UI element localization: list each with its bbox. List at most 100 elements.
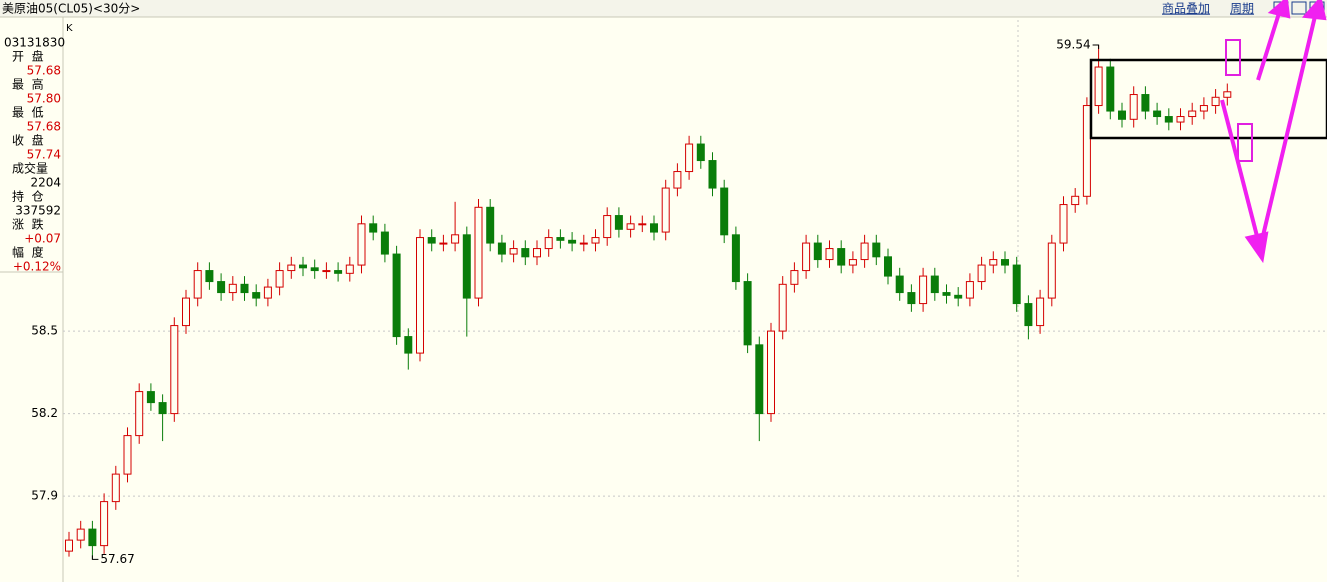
candle-body [123, 435, 132, 475]
candle-body [100, 501, 109, 547]
candle-body [1223, 91, 1232, 98]
y-tick-label: 57.9 [31, 489, 58, 503]
candle-body [310, 267, 319, 272]
candle-body [497, 242, 506, 255]
panel-label: 最 高 [12, 77, 44, 92]
candle-body [1118, 110, 1126, 120]
candle-body [685, 143, 694, 173]
panel-label: 涨 跌 [12, 217, 44, 232]
candle-body [1012, 264, 1021, 305]
candle-body [1094, 66, 1103, 107]
candle-body [182, 297, 190, 327]
candle-body [603, 215, 612, 239]
candle-body [252, 292, 261, 299]
candle-body [88, 528, 97, 547]
top-bar [0, 0, 1327, 17]
panel-value: +0.07 [24, 232, 61, 246]
arrows [1220, 0, 1327, 264]
candle-body [638, 223, 647, 226]
annotations [1089, 0, 1327, 264]
candle-body [1164, 116, 1173, 123]
candle-body [416, 237, 424, 354]
panel-value: 337592 [15, 204, 61, 218]
candle-body [1211, 96, 1220, 107]
candle-body [275, 270, 284, 288]
candle-body [404, 336, 413, 354]
candle-body [1071, 195, 1080, 206]
candle-body [848, 259, 857, 266]
panel-value: 2204 [30, 176, 61, 190]
marker-box [1237, 123, 1253, 162]
candle-body [392, 253, 401, 338]
panel-value: 57.68 [27, 64, 61, 78]
candle-body [1082, 105, 1091, 197]
candle-body [930, 275, 939, 294]
panel-label: 收 盘 [12, 133, 44, 148]
candle-body [65, 539, 73, 552]
panel-time: 03131830 [4, 36, 65, 50]
candle-body [240, 283, 249, 294]
high-label: 59.54 [1056, 38, 1090, 52]
candle-body [650, 223, 658, 233]
candle-body [802, 242, 811, 272]
candle-body [907, 292, 916, 305]
candle-body [334, 270, 343, 274]
candle-body [825, 248, 834, 261]
candle-body [451, 234, 460, 244]
candle-body [837, 248, 846, 266]
candle-body [872, 242, 881, 258]
y-tick-label: 58.5 [31, 324, 58, 338]
candle-body [462, 234, 471, 299]
plot: 59.54 57.67 [63, 38, 1327, 566]
candle-body [813, 242, 822, 261]
candle-body [76, 528, 85, 541]
menu-item[interactable]: 周期 [1230, 2, 1254, 16]
candle-body [919, 275, 928, 305]
panel-label: 持 仓 [12, 189, 44, 204]
axis-letter: K [66, 23, 73, 34]
candle-body [345, 264, 354, 274]
candle-body [263, 286, 272, 299]
panel-label: 开 盘 [12, 49, 44, 64]
high-pointer [1092, 44, 1100, 50]
candle-body [1059, 204, 1068, 244]
panel-value: 57.74 [27, 148, 61, 162]
candle-body [170, 325, 179, 415]
candle-body [556, 237, 565, 241]
candle-body [1001, 259, 1009, 266]
chart-title: 美原油05(CL05)<30分> [2, 2, 140, 16]
candle-body [989, 259, 998, 266]
candle-body [1199, 105, 1208, 112]
low-label: 57.67 [100, 552, 134, 566]
panel-label: 成交量 [12, 161, 48, 176]
candle-body [895, 275, 904, 294]
candle-body [591, 237, 600, 244]
candle-body [533, 248, 541, 258]
candle-body [228, 283, 237, 294]
candle-body [1176, 116, 1185, 123]
button[interactable] [1291, 1, 1307, 15]
candle-body [614, 215, 623, 230]
candle-body [708, 160, 717, 189]
candle-body [673, 171, 682, 189]
candle-body [720, 187, 729, 236]
candle-body [509, 248, 518, 255]
candle-body [977, 264, 986, 283]
candle-body [743, 281, 752, 346]
candle-body [380, 231, 389, 255]
candle-body [299, 264, 307, 269]
candle-body [1106, 66, 1115, 112]
candle-body [626, 223, 635, 230]
candle-body [111, 473, 120, 503]
candle-body [205, 270, 214, 283]
candle-body [135, 391, 144, 437]
candle-body [1024, 303, 1033, 327]
candle-body [521, 248, 530, 258]
menu-item[interactable]: 商品叠加 [1162, 1, 1210, 16]
candle-body [790, 270, 799, 285]
candle-body [1188, 110, 1197, 118]
candle-body [731, 234, 740, 283]
low-pointer [91, 555, 99, 560]
